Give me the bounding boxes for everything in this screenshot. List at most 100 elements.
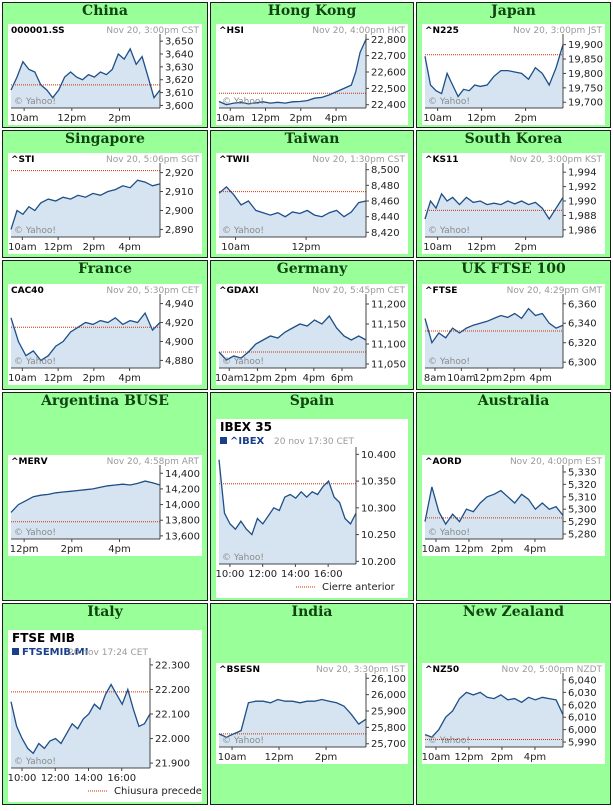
- y-tick-label: 22,500: [371, 83, 406, 94]
- x-tick-label: 2pm: [61, 544, 83, 555]
- price-line: [218, 38, 367, 105]
- market-cell: China 000001.SS Nov 20, 3:00pm CST 3,650 3,6…: [2, 2, 208, 128]
- index-chart[interactable]: ^GDAXI Nov 20, 5:45pm CET 11,200 11,150 11,1…: [216, 283, 408, 385]
- market-cell: Italy FTSE MIB FTSEMIB.MI 20 nov 17:24 CET 2…: [2, 603, 208, 805]
- index-chart[interactable]: IBEX 35 ^IBEX 20 nov 17:30 CET 10.400 10.350…: [216, 419, 408, 598]
- x-tick-label: 12pm: [44, 242, 73, 253]
- market-title: Germany: [276, 261, 348, 277]
- x-tick-label: 16:00: [107, 773, 136, 784]
- x-tick-label: 12pm: [467, 242, 496, 253]
- symbol-label: ^BSESN: [219, 665, 260, 675]
- yahoo-watermark: © Yahoo!: [222, 357, 264, 367]
- index-chart[interactable]: CAC40 Nov 20, 5:30pm CET 4,940 4,920 4,900 4,…: [8, 283, 202, 385]
- index-chart[interactable]: ^KS11 Nov 20, 3:00pm KST 1,994 1,992 1,990 1,…: [422, 152, 605, 254]
- yahoo-watermark: © Yahoo!: [428, 357, 470, 367]
- x-tick-label: 6pm: [331, 373, 353, 384]
- y-tick-label: 6,010: [568, 712, 597, 723]
- area-fill: [219, 38, 366, 108]
- x-tick-label: 4pm: [524, 752, 546, 763]
- y-tick-label: 10.400: [361, 450, 396, 461]
- x-tick-label: 14:00: [281, 569, 310, 580]
- index-chart[interactable]: ^AORD Nov 20, 4:00pm EST 5,330 5,320 5,310 5,…: [422, 455, 605, 556]
- index-chart[interactable]: FTSE MIB FTSEMIB.MI 20 nov 17:24 CET 22.300…: [8, 630, 202, 802]
- x-tick-label: 2pm: [514, 242, 536, 253]
- yahoo-watermark: © Yahoo!: [428, 97, 470, 107]
- symbol-label: ^AORD: [425, 457, 462, 467]
- index-chart[interactable]: ^MERV Nov 20, 4:58pm ART 14,400 14,200 14,00…: [8, 455, 202, 556]
- market-cell: UK FTSE 100 ^FTSE Nov 20, 4:29pm GMT 6,360 6…: [416, 260, 611, 390]
- index-chart[interactable]: ^FTSE Nov 20, 4:29pm GMT 6,360 6,340 6,320 6,…: [422, 283, 605, 385]
- price-line: [424, 307, 564, 344]
- market-cell: Australia ^AORD Nov 20, 4:00pm EST 5,330 5,3…: [416, 392, 611, 601]
- index-chart[interactable]: ^TWII Nov 20, 1:30pm CST 8,500 8,480 8,460 8,…: [216, 152, 408, 254]
- x-tick-label: 10am: [221, 242, 250, 253]
- index-chart[interactable]: 000001.SS Nov 20, 3:00pm CST 3,650 3,640 3,6…: [8, 23, 202, 125]
- y-tick-label: 1,990: [568, 196, 597, 207]
- y-tick-label: 5,310: [568, 492, 597, 503]
- timestamp-label: Nov 20, 5:45pm CET: [312, 286, 405, 296]
- y-tick-label: 10.350: [361, 477, 396, 488]
- index-chart[interactable]: ^STI Nov 20, 5:06pm SGT 2,920 2,910 2,900 2,8…: [8, 152, 202, 254]
- x-tick-label: 4pm: [325, 113, 347, 124]
- yahoo-watermark: © Yahoo!: [14, 226, 56, 236]
- x-tick-label: 10am: [422, 544, 450, 555]
- legend-label: Cierre anterior: [322, 582, 396, 593]
- y-tick-label: 19,750: [568, 83, 603, 94]
- y-tick-label: 5,290: [568, 517, 597, 528]
- market-cell: New Zealand ^NZ50 Nov 20, 5:00pm NZDT 6,040…: [416, 603, 611, 805]
- x-tick-label: 10am: [423, 113, 452, 124]
- area-fill: [11, 481, 160, 539]
- x-tick-label: 2pm: [290, 113, 312, 124]
- index-chart[interactable]: ^BSESN Nov 20, 3:30pm IST 26,100 26,000 25,9…: [216, 662, 408, 764]
- x-tick-label: 12pm: [455, 752, 484, 763]
- index-chart[interactable]: ^HSI Nov 20, 4:00pm HKT 22,800 22,700 22,600…: [216, 23, 408, 125]
- x-tick-label: 12pm: [467, 113, 496, 124]
- y-tick-label: 1,988: [568, 210, 597, 221]
- x-tick-label: 10:00: [8, 773, 36, 784]
- market-title: UK FTSE 100: [461, 261, 566, 277]
- y-tick-label: 22.000: [155, 734, 190, 745]
- y-tick-label: 10.300: [361, 503, 396, 514]
- timestamp-label: Nov 20, 4:00pm EST: [510, 457, 603, 467]
- market-title: Singapore: [65, 131, 145, 147]
- market-title: Hong Kong: [267, 3, 357, 19]
- y-tick-label: 14,000: [165, 500, 200, 511]
- y-tick-label: 22.200: [155, 685, 190, 696]
- y-tick-label: 19,850: [568, 54, 603, 65]
- market-title: India: [291, 604, 333, 620]
- legend-label: Chiusura precedente: [114, 786, 202, 797]
- index-chart[interactable]: ^N225 Nov 20, 3:00pm JST 19,900 19,850 19,80…: [422, 23, 605, 125]
- y-tick-label: 25,800: [371, 722, 406, 733]
- yahoo-watermark: © Yahoo!: [14, 97, 56, 107]
- y-tick-label: 21.900: [155, 759, 190, 770]
- y-tick-label: 3,600: [165, 100, 194, 111]
- market-title: France: [78, 261, 132, 277]
- symbol-label: CAC40: [11, 286, 44, 296]
- market-title: Italy: [87, 604, 123, 620]
- y-tick-label: 4,900: [165, 336, 194, 347]
- timestamp-label: Nov 20, 5:06pm SGT: [106, 155, 200, 165]
- timestamp-label: Nov 20, 3:30pm IST: [316, 665, 406, 675]
- symbol-label: ^HSI: [219, 26, 244, 36]
- y-tick-label: 1,986: [568, 225, 597, 236]
- symbol-label: ^IBEX: [230, 436, 265, 447]
- index-chart[interactable]: ^NZ50 Nov 20, 5:00pm NZDT 6,040 6,030 6,020 6…: [422, 662, 605, 764]
- x-tick-label: 8am: [424, 373, 446, 384]
- x-tick-label: 10am: [422, 752, 450, 763]
- y-tick-label: 5,990: [568, 737, 597, 748]
- y-tick-label: 4,880: [165, 355, 194, 366]
- yahoo-watermark: © Yahoo!: [428, 528, 470, 538]
- market-title: New Zealand: [462, 604, 565, 620]
- chart-svg: ^FTSE Nov 20, 4:29pm GMT 6,360 6,340 6,320 6,…: [424, 286, 603, 384]
- y-tick-label: 11,200: [371, 299, 406, 310]
- y-tick-label: 8,480: [371, 180, 400, 191]
- symbol-label: ^KS11: [425, 155, 459, 165]
- timestamp-label: Nov 20, 3:00pm CST: [106, 26, 199, 36]
- y-tick-label: 6,020: [568, 700, 597, 711]
- chart-svg: ^N225 Nov 20, 3:00pm JST 19,900 19,850 19,80…: [423, 26, 603, 124]
- x-tick-label: 4pm: [529, 373, 551, 384]
- market-cell: Spain IBEX 35 ^IBEX 20 nov 17:30 CET 10.400 1…: [210, 392, 414, 601]
- x-tick-label: 4pm: [118, 373, 140, 384]
- y-tick-label: 10.250: [361, 530, 396, 541]
